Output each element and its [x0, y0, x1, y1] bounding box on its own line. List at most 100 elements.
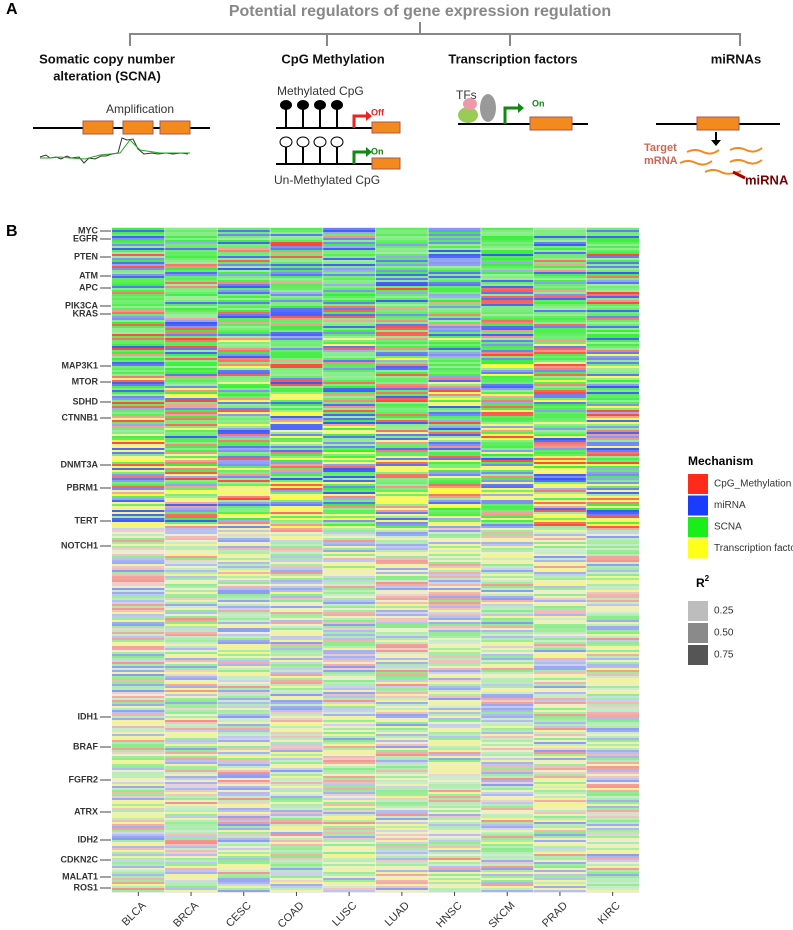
heatmap-cell: [112, 626, 165, 628]
heatmap-cell: [428, 336, 481, 338]
heatmap-cell: [534, 570, 587, 572]
heatmap-cell: [586, 480, 639, 482]
heatmap-cell: [270, 438, 323, 440]
heatmap-cell: [217, 258, 270, 260]
heatmap-cell: [376, 676, 429, 678]
heatmap-cell: [586, 494, 639, 496]
heatmap-cell: [165, 554, 218, 556]
heatmap-cell: [323, 370, 376, 372]
heatmap-cell: [481, 304, 534, 306]
heatmap-cell: [481, 498, 534, 500]
heatmap-cell: [323, 334, 376, 336]
heatmap-cell: [481, 388, 534, 390]
heatmap-cell: [534, 760, 587, 762]
heatmap-cell: [217, 230, 270, 232]
heatmap-cell: [534, 404, 587, 406]
heatmap-cell: [428, 710, 481, 712]
heatmap-cell: [481, 514, 534, 516]
heatmap-cell: [270, 350, 323, 352]
heatmap-cell: [428, 394, 481, 396]
heatmap-cell: [323, 250, 376, 252]
heatmap-cell: [376, 442, 429, 444]
heatmap-cell: [376, 440, 429, 442]
heatmap-cell: [428, 328, 481, 330]
heatmap-cell: [165, 280, 218, 282]
heatmap-cell: [112, 506, 165, 508]
heatmap-cell: [481, 442, 534, 444]
heatmap-cell: [428, 254, 481, 256]
heatmap-cell: [481, 468, 534, 470]
heatmap-cell: [586, 628, 639, 630]
heatmap-cell: [376, 770, 429, 772]
heatmap-cell: [481, 820, 534, 822]
heatmap-cell: [376, 594, 429, 596]
heatmap-cell: [586, 788, 639, 790]
heatmap-cell: [323, 600, 376, 602]
heatmap-cell: [376, 354, 429, 356]
heatmap-cell: [270, 310, 323, 312]
heatmap-cell: [270, 474, 323, 476]
heatmap-cell: [112, 432, 165, 434]
heatmap-cell: [534, 750, 587, 752]
heatmap-cell: [428, 618, 481, 620]
heatmap-cell: [112, 260, 165, 262]
heatmap-cell: [376, 544, 429, 546]
heatmap-cell: [165, 318, 218, 320]
heatmap-cell: [428, 874, 481, 876]
heatmap-cell: [586, 588, 639, 590]
heatmap-cell: [323, 762, 376, 764]
heatmap-cell: [376, 842, 429, 844]
heatmap-cell: [112, 636, 165, 638]
heatmap-cell: [217, 710, 270, 712]
heatmap-cell: [217, 862, 270, 864]
heatmap-cell: [323, 286, 376, 288]
heatmap-cell: [481, 398, 534, 400]
heatmap-cell: [165, 586, 218, 588]
heatmap-cell: [217, 728, 270, 730]
heatmap-cell: [270, 304, 323, 306]
heatmap-cell: [586, 730, 639, 732]
heatmap-cell: [112, 464, 165, 466]
heatmap-cell: [270, 510, 323, 512]
heatmap-cell: [428, 826, 481, 828]
heatmap-cell: [428, 422, 481, 424]
heatmap-cell: [534, 354, 587, 356]
heatmap-cell: [165, 370, 218, 372]
heatmap-cell: [165, 814, 218, 816]
heatmap-cell: [481, 780, 534, 782]
heatmap-cell: [112, 616, 165, 618]
heatmap-cell: [586, 424, 639, 426]
heatmap-cell: [481, 798, 534, 800]
heatmap-cell: [428, 556, 481, 558]
heatmap-cell: [165, 378, 218, 380]
heatmap-cell: [165, 558, 218, 560]
heatmap-cell: [428, 454, 481, 456]
heatmap-cell: [534, 888, 587, 890]
heatmap-cell: [376, 466, 429, 468]
heatmap-cell: [323, 614, 376, 616]
heatmap-cell: [586, 252, 639, 254]
heatmap-cell: [534, 316, 587, 318]
heatmap-cell: [323, 750, 376, 752]
heatmap-cell: [534, 686, 587, 688]
heatmap-cell: [534, 566, 587, 568]
heatmap-cell: [165, 484, 218, 486]
heatmap-cell: [376, 512, 429, 514]
heatmap-cell: [112, 376, 165, 378]
heatmap-cell: [376, 418, 429, 420]
heatmap-cell: [428, 718, 481, 720]
heatmap-cell: [428, 638, 481, 640]
heatmap-cell: [376, 826, 429, 828]
heatmap-cell: [586, 800, 639, 802]
heatmap-cell: [428, 412, 481, 414]
heatmap-cell: [270, 602, 323, 604]
heatmap-cell: [481, 272, 534, 274]
heatmap-cell: [481, 574, 534, 576]
heatmap-cell: [428, 572, 481, 574]
heatmap-cell: [481, 466, 534, 468]
heatmap-cell: [112, 514, 165, 516]
heatmap-cell: [481, 464, 534, 466]
heatmap-cell: [586, 496, 639, 498]
heatmap-cell: [481, 622, 534, 624]
heatmap-cell: [165, 684, 218, 686]
